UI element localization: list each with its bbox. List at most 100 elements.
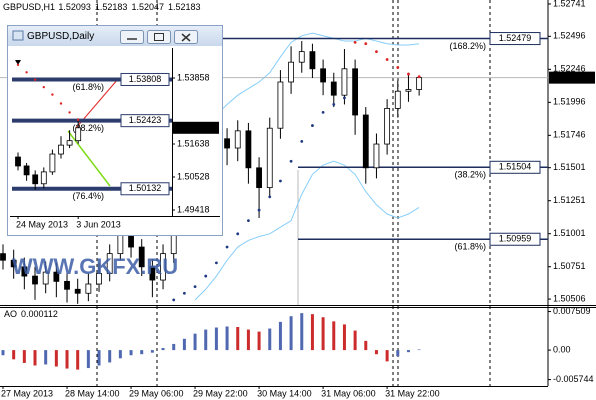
ao-bar <box>65 350 69 369</box>
window-icon <box>12 30 24 41</box>
sar-dot <box>353 40 357 44</box>
sar-dot <box>16 63 20 67</box>
maximize-button[interactable] <box>147 30 171 44</box>
y-tick-label: 1.51746 <box>553 130 586 140</box>
sar-dot <box>172 298 176 302</box>
candle-body <box>75 127 82 142</box>
fib-price-label: 1.50132 <box>129 183 162 193</box>
ao-bar <box>374 350 378 355</box>
fib-level-label: (168.2%) <box>449 41 486 51</box>
candle-body <box>298 51 305 63</box>
sar-dot <box>417 75 421 79</box>
candle-body <box>32 275 38 285</box>
current-price-label: 1.52183 <box>553 72 586 82</box>
ao-bar <box>193 333 197 351</box>
y-tick-label: 1.51251 <box>553 195 586 205</box>
indicator-value: 0.000112 <box>21 309 58 319</box>
fib-price-box <box>120 114 170 128</box>
sar-dot <box>375 50 378 54</box>
candle-body <box>23 165 30 176</box>
fib-price-box <box>120 72 170 86</box>
fib-price-label: 1.52479 <box>499 33 532 43</box>
window-buttons <box>120 30 198 44</box>
fib-level-label: (61.8%) <box>454 242 486 252</box>
ao-bar <box>310 314 314 351</box>
sar-dot <box>25 71 28 74</box>
candle-body <box>149 266 156 281</box>
x-tick-label: 24 May 2013 <box>16 219 68 229</box>
candle-body <box>245 130 252 169</box>
y-tick-label: 1.52496 <box>553 31 586 41</box>
candle-body <box>106 253 113 274</box>
watermark: WWW.GKFX.RU <box>12 254 178 279</box>
candle-body <box>320 68 327 83</box>
ao-bar <box>289 316 293 351</box>
candle-body <box>0 253 6 261</box>
candle-body <box>341 68 348 96</box>
fib-price-label: 1.52423 <box>129 115 162 125</box>
ao-bar <box>364 340 368 351</box>
candle-body <box>10 259 17 268</box>
y-tick-label: 0.007509 <box>553 306 591 316</box>
sar-dot <box>332 103 336 106</box>
ao-bar <box>257 331 261 351</box>
x-tick-label: 31 May 06:00 <box>321 388 376 398</box>
candle-body <box>234 130 241 149</box>
ao-bar <box>86 350 90 369</box>
sar-dot <box>225 245 229 249</box>
candle-body <box>58 144 64 155</box>
ao-bar <box>118 350 122 359</box>
minimize-button[interactable] <box>120 30 144 44</box>
ao-bar <box>204 329 208 351</box>
fib-price-label: 1.53808 <box>129 74 162 84</box>
fib-level-label: (76.4%) <box>72 191 104 201</box>
candle-body <box>85 283 92 294</box>
candle-body <box>288 61 294 83</box>
y-tick-label: 0.00 <box>553 344 571 354</box>
symbol-title: GBPUSD,H1 <box>3 2 55 12</box>
x-tick-label: 29 May 06:00 <box>129 388 184 398</box>
sar-dot <box>68 111 71 114</box>
sar-dot <box>59 102 63 105</box>
fib-level-label: (61.8%) <box>72 82 104 92</box>
fib-level-label: (38.2%) <box>72 123 104 133</box>
candle-body <box>256 167 262 189</box>
sar-dot <box>42 85 45 89</box>
ao-bar <box>161 348 165 351</box>
ao-bar <box>268 328 272 351</box>
ao-bar <box>129 350 133 356</box>
ao-bar <box>236 326 240 351</box>
sar-dot <box>343 96 346 100</box>
x-tick-label: 3 Jun 2013 <box>76 219 121 229</box>
y-tick-label: 1.51638 <box>177 138 210 148</box>
ao-bar <box>385 350 389 362</box>
ao-bar <box>140 350 144 355</box>
candle-body <box>224 138 230 149</box>
candle-body <box>330 81 337 96</box>
sar-dot <box>51 93 54 96</box>
candle-body <box>15 156 21 167</box>
x-tick-label: 28 May 14:00 <box>65 388 120 398</box>
ao-bar <box>54 350 58 367</box>
sar-dot <box>407 72 410 76</box>
ao-bar <box>1 350 5 356</box>
ao-bar <box>76 350 80 370</box>
ao-bar <box>22 350 26 363</box>
sar-dot <box>279 179 282 183</box>
y-tick-label: 1.52741 <box>553 0 586 8</box>
window-title: GBPUSD,Daily <box>27 31 94 42</box>
sar-dot <box>289 159 293 163</box>
y-tick-label: 1.53858 <box>177 72 210 82</box>
y-tick-label: 1.50506 <box>553 293 586 303</box>
shift-marker <box>15 60 21 65</box>
ao-bar <box>396 350 400 357</box>
candle-body <box>64 280 70 290</box>
candle-body <box>309 51 316 70</box>
sar-dot <box>396 66 400 69</box>
lower-band <box>194 160 420 301</box>
sar-dot <box>268 195 272 199</box>
ohlc-value: 1.52093 <box>58 2 91 12</box>
